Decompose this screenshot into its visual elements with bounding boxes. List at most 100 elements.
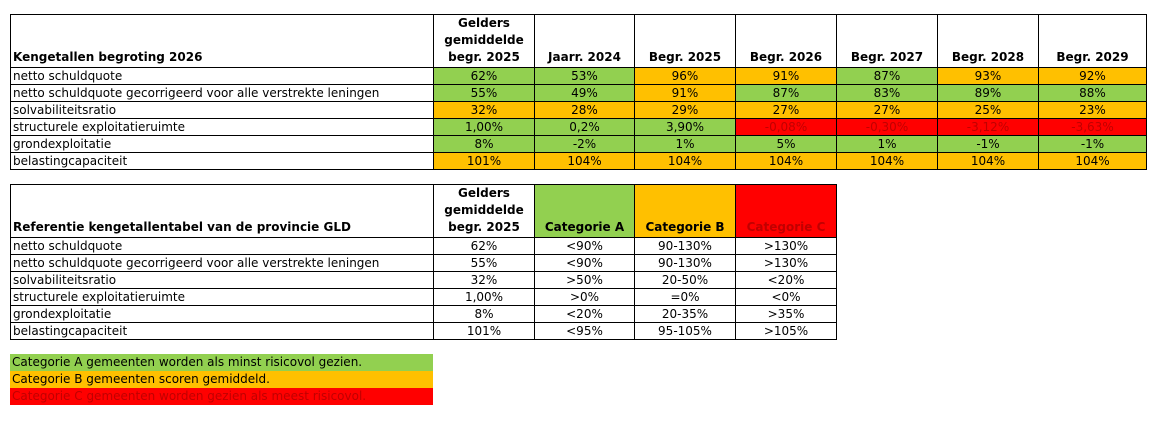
cell: 87% <box>735 84 837 102</box>
table-title: Kengetallen begroting 2026 <box>10 14 434 68</box>
cell: 1,00% <box>433 288 535 306</box>
row: solvabiliteitsratio 32% 28% 29% 27% 27% 25% 23% <box>10 101 1147 119</box>
cell: 93% <box>937 67 1039 85</box>
cell: 90-130% <box>634 237 736 255</box>
row: belastingcapaciteit 101% 104% 104% 104% 104% 1… <box>10 152 1147 170</box>
cell: 104% <box>735 152 837 170</box>
column-header: Gelders gemiddelde begr. 2025 <box>433 14 535 68</box>
cell: 1% <box>836 135 938 153</box>
cell: 29% <box>634 101 736 119</box>
cell: >35% <box>735 305 837 323</box>
cell: 95-105% <box>634 322 736 340</box>
cell: 88% <box>1038 84 1147 102</box>
row: netto schuldquote 62% <90% 90-130% >130% <box>10 237 837 255</box>
column-header: Begr. 2028 <box>937 14 1039 68</box>
cell: 53% <box>534 67 635 85</box>
cell: 23% <box>1038 101 1147 119</box>
row: netto schuldquote 62% 53% 96% 91% 87% 93% 92% <box>10 67 1147 85</box>
row-label: belastingcapaciteit <box>10 152 434 170</box>
referentie-table: Referentie kengetallentabel van de provi… <box>10 184 837 340</box>
column-header: Categorie B <box>634 184 736 238</box>
row-label: grondexploitatie <box>10 135 434 153</box>
cell: 104% <box>937 152 1039 170</box>
cell: <0% <box>735 288 837 306</box>
cell: <20% <box>534 305 635 323</box>
cell: 104% <box>836 152 938 170</box>
cell: 96% <box>634 67 736 85</box>
row: netto schuldquote gecorrigeerd voor alle… <box>10 254 837 272</box>
cell: >50% <box>534 271 635 289</box>
row: structurele exploitatieruimte 1,00% 0,2% 3,… <box>10 118 1147 136</box>
cell: 104% <box>1038 152 1147 170</box>
cell: 20-50% <box>634 271 736 289</box>
column-header: Gelders gemiddelde begr. 2025 <box>433 184 535 238</box>
cell: 104% <box>634 152 736 170</box>
cell: 62% <box>433 67 535 85</box>
cell: 55% <box>433 254 535 272</box>
cell: 20-35% <box>634 305 736 323</box>
row-label: netto schuldquote gecorrigeerd voor alle… <box>10 254 434 272</box>
row-label: solvabiliteitsratio <box>10 101 434 119</box>
cell: >130% <box>735 254 837 272</box>
table-title: Referentie kengetallentabel van de provi… <box>10 184 434 238</box>
row-label: structurele exploitatieruimte <box>10 118 434 136</box>
cell: 8% <box>433 135 535 153</box>
row-label: structurele exploitatieruimte <box>10 288 434 306</box>
cell: 55% <box>433 84 535 102</box>
column-header: Categorie C <box>735 184 837 238</box>
column-header: Begr. 2026 <box>735 14 837 68</box>
cell: -3,12% <box>937 118 1039 136</box>
cell: 1,00% <box>433 118 535 136</box>
column-header: Begr. 2027 <box>836 14 938 68</box>
row: grondexploitatie 8% <20% 20-35% >35% <box>10 305 837 323</box>
cell: 27% <box>836 101 938 119</box>
cell: =0% <box>634 288 736 306</box>
column-header: Categorie A <box>534 184 635 238</box>
cell: 90-130% <box>634 254 736 272</box>
cell: 0,2% <box>534 118 635 136</box>
cell: <20% <box>735 271 837 289</box>
cell: -0,30% <box>836 118 938 136</box>
cell: 83% <box>836 84 938 102</box>
legend-item: Categorie B gemeenten scoren gemiddeld. <box>10 371 433 388</box>
cell: 104% <box>534 152 635 170</box>
cell: -2% <box>534 135 635 153</box>
cell: >105% <box>735 322 837 340</box>
cell: 89% <box>937 84 1039 102</box>
cell: 5% <box>735 135 837 153</box>
column-header: Begr. 2029 <box>1038 14 1147 68</box>
cell: 3,90% <box>634 118 736 136</box>
column-header: Jaarr. 2024 <box>534 14 635 68</box>
cell: 32% <box>433 101 535 119</box>
cell: 91% <box>735 67 837 85</box>
cell: >130% <box>735 237 837 255</box>
legend-item: Categorie A gemeenten worden als minst r… <box>10 354 433 371</box>
column-header: Begr. 2025 <box>634 14 736 68</box>
cell: 101% <box>433 152 535 170</box>
row-label: netto schuldquote gecorrigeerd voor alle… <box>10 84 434 102</box>
legend-item: Categorie C gemeenten worden gezien als … <box>10 388 433 405</box>
cell: -0,08% <box>735 118 837 136</box>
header-row: Kengetallen begroting 2026 Gelders gemidd… <box>10 14 1147 68</box>
cell: 28% <box>534 101 635 119</box>
cell: 8% <box>433 305 535 323</box>
cell: 49% <box>534 84 635 102</box>
cell: 27% <box>735 101 837 119</box>
cell: 101% <box>433 322 535 340</box>
cell: <95% <box>534 322 635 340</box>
row-label: grondexploitatie <box>10 305 434 323</box>
row-label: solvabiliteitsratio <box>10 271 434 289</box>
row-label: netto schuldquote <box>10 67 434 85</box>
cell: 1% <box>634 135 736 153</box>
row: belastingcapaciteit 101% <95% 95-105% >105% <box>10 322 837 340</box>
cell: 87% <box>836 67 938 85</box>
row: grondexploitatie 8% -2% 1% 5% 1% -1% -1% <box>10 135 1147 153</box>
legend: Categorie A gemeenten worden als minst r… <box>10 354 433 405</box>
cell: 62% <box>433 237 535 255</box>
cell: >0% <box>534 288 635 306</box>
row-label: belastingcapaciteit <box>10 322 434 340</box>
row: solvabiliteitsratio 32% >50% 20-50% <20% <box>10 271 837 289</box>
cell: 91% <box>634 84 736 102</box>
cell: 25% <box>937 101 1039 119</box>
